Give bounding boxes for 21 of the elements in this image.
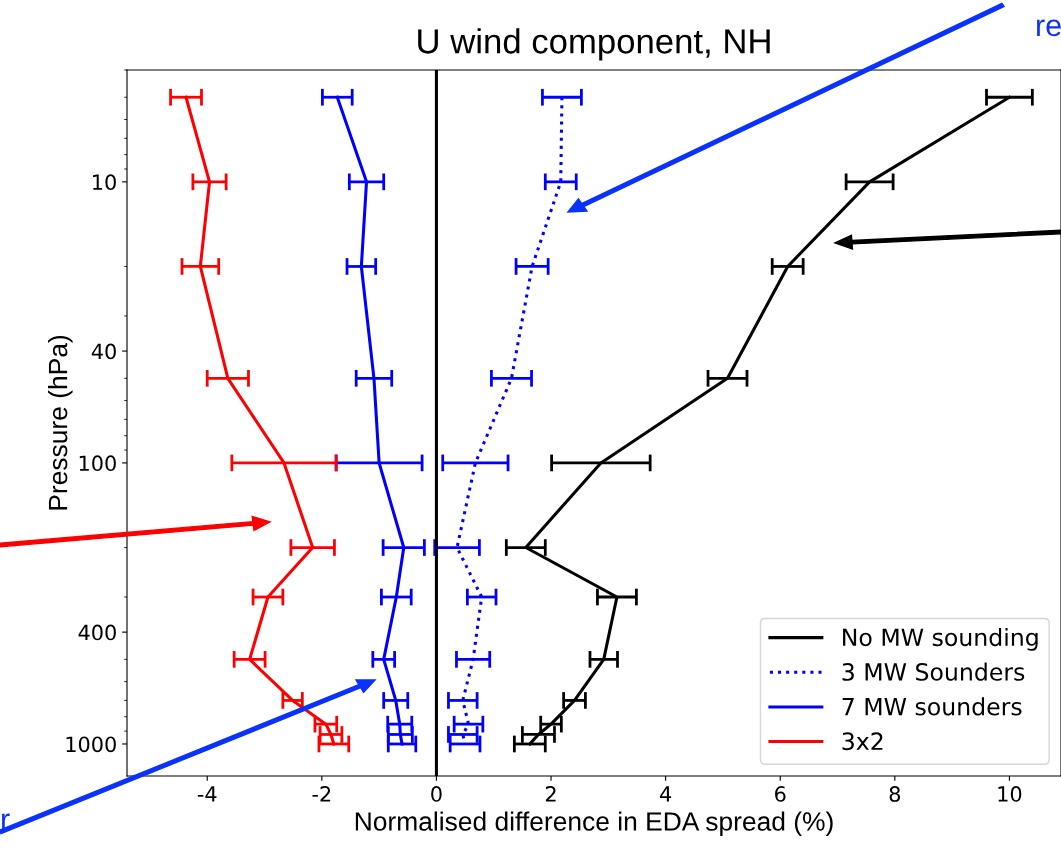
y-tick-label: 1000 — [66, 736, 116, 753]
y-tick-label: 40 — [91, 343, 116, 360]
legend-label: 7 MW sounders — [842, 697, 1022, 716]
y-tick-label: 400 — [78, 624, 116, 641]
x-tick-label: 6 — [775, 786, 786, 802]
text: re — [1037, 19, 1061, 37]
legend-label: No MW sounding — [843, 627, 1038, 651]
x-tick-label: -2 — [312, 786, 331, 802]
legend-label: 3x2 — [842, 732, 883, 751]
x-axis-title: Normalised difference in EDA spread (%) — [355, 811, 833, 837]
y-axis-title: Pressure (hPa) — [47, 335, 73, 510]
x-tick-label: 10 — [998, 786, 1022, 802]
x-tick-label: 8 — [889, 786, 901, 802]
x-tick-label: 0 — [431, 786, 442, 802]
legend-label: 3 MW Sounders — [842, 662, 1025, 681]
x-tick-label: -4 — [197, 786, 217, 802]
x-tick-label: 2 — [545, 786, 556, 802]
y-tick-label: 10 — [93, 174, 116, 191]
chart-title: U wind component, NH — [418, 28, 770, 61]
x-tick-label: 4 — [660, 786, 672, 802]
y-tick-label: 100 — [79, 455, 116, 472]
